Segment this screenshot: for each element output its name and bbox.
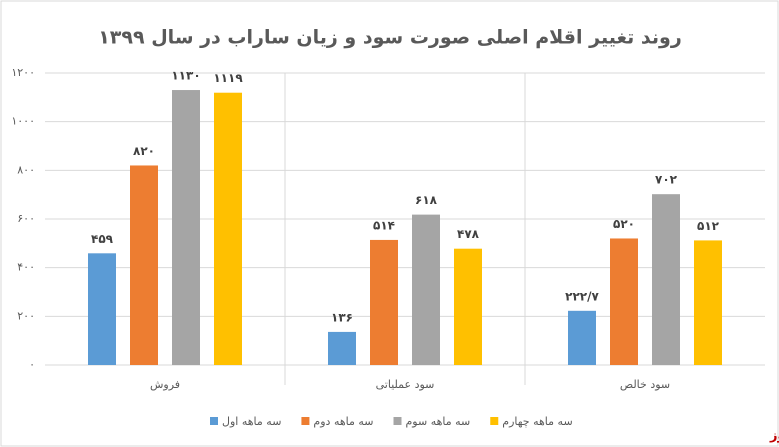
x-tick-label: سود عملیاتی xyxy=(376,378,435,391)
bar xyxy=(172,90,200,366)
value-label: ۲۲۲/۷ xyxy=(565,289,599,303)
value-label: ۱۱۱۹ xyxy=(213,71,243,85)
bar xyxy=(412,214,440,365)
y-tick-label: ۰ xyxy=(29,358,35,371)
value-label: ۷۰۲ xyxy=(655,173,678,187)
bar xyxy=(370,239,398,365)
y-tick-label: ۶۰۰ xyxy=(17,212,35,225)
legend-swatch xyxy=(393,417,402,425)
y-tick-label: ۸۰۰ xyxy=(17,163,35,176)
value-label: ۵۲۰ xyxy=(613,217,635,231)
bar xyxy=(568,310,596,365)
bar xyxy=(88,253,116,365)
value-label: ۵۱۴ xyxy=(373,218,395,232)
legend-swatch xyxy=(210,417,218,425)
legend-swatch xyxy=(490,417,499,425)
legend-swatch xyxy=(301,417,310,425)
y-tick-label: ۱۰۰۰ xyxy=(11,115,35,128)
x-tick-label: فروش xyxy=(150,378,180,391)
value-label: ۸۲۰ xyxy=(133,144,155,158)
logo: بورس نیوز xyxy=(769,429,779,444)
value-label: ۶۱۸ xyxy=(415,193,438,207)
y-tick-label: ۱۲۰۰ xyxy=(11,66,35,79)
legend-label: سه ماهه دوم xyxy=(313,415,373,428)
bar xyxy=(214,92,242,366)
chart-title: روند تغییر اقلام اصلی صورت سود و زیان سا… xyxy=(98,27,682,49)
bar xyxy=(694,240,722,365)
bar xyxy=(454,248,482,365)
bar xyxy=(130,165,158,365)
value-label: ۱۳۶ xyxy=(331,310,353,324)
y-tick-label: ۲۰۰ xyxy=(17,309,35,322)
bar xyxy=(328,331,356,365)
legend-label: سه ماهه چهارم xyxy=(502,415,572,428)
bar xyxy=(652,194,680,365)
value-label: ۱۱۳۰ xyxy=(171,69,200,83)
x-tick-label: سود خالص xyxy=(620,378,670,391)
value-label: ۴۵۹ xyxy=(91,232,114,246)
legend-label: سه ماهه سوم xyxy=(406,415,471,428)
value-label: ۴۷۸ xyxy=(457,227,480,241)
value-label: ۵۱۲ xyxy=(697,219,720,233)
legend-label: سه ماهه اول xyxy=(222,415,281,428)
y-tick-label: ۴۰۰ xyxy=(17,261,35,274)
bar xyxy=(610,238,638,365)
